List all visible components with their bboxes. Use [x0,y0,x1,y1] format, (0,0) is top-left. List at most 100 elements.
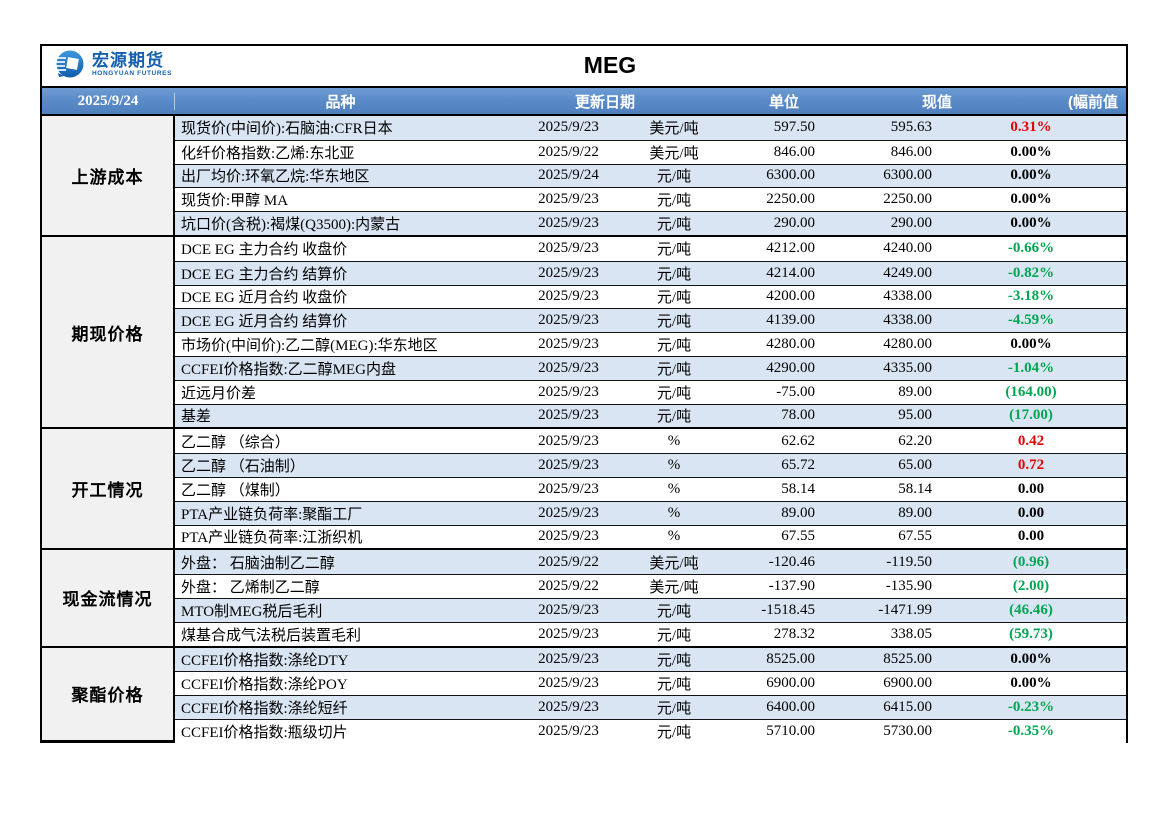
row-current-value: -75.00 [776,383,815,400]
row-current-value: 4280.00 [766,336,815,353]
row-name: 出厂均价:环氧乙烷:华东地区 [181,169,370,186]
table-row: CCFEI价格指数:乙二醇MEG内盘 2025/9/23 元/吨 4290.00 433… [175,355,1126,380]
row-unit: 美元/吨 [649,145,699,162]
row-previous-value: 4335.00 [883,359,932,376]
row-update-date: 2025/9/23 [538,722,599,739]
row-current-value: 89.00 [781,504,815,521]
header-update-date: 更新日期 [574,93,635,111]
row-previous-value: 8525.00 [883,650,932,667]
row-current-value: 62.62 [781,432,815,449]
header-change-prev-value: (幅前值 [1068,93,1118,111]
row-previous-value: 67.55 [898,528,932,545]
row-current-value: 67.55 [781,528,815,545]
brand-logo: 宏源期货 HONGYUAN FUTURES [54,49,172,81]
row-update-date: 2025/9/22 [538,553,599,570]
section-3: 开工情况 乙二醇 （综合） 2025/9/23% 62.62 62.20 0.42 乙二醇 … [42,427,1126,549]
row-name: CCFEI价格指数:涤纶POY [181,677,348,694]
row-unit: % [667,528,681,545]
row-current-value: 4212.00 [766,240,815,257]
row-change-value: -0.66% [1007,240,1055,257]
row-unit: 元/吨 [656,193,692,210]
row-unit: 元/吨 [656,409,692,426]
row-change-value: 0.72 [1017,457,1045,474]
row-current-value: 78.00 [781,407,815,424]
row-previous-value: 62.20 [898,432,932,449]
row-name: PTA产业链负荷率:聚酯工厂 [181,506,363,523]
row-previous-value: -135.90 [885,578,932,595]
row-update-date: 2025/9/23 [538,504,599,521]
row-update-date: 2025/9/23 [538,359,599,376]
row-update-date: 2025/9/23 [538,625,599,642]
row-change-value: -3.18% [1007,288,1055,305]
row-change-value: (46.46) [1009,601,1053,618]
row-unit: 元/吨 [656,290,692,307]
row-name: 坑口价(含税):褐煤(Q3500):内蒙古 [181,217,401,234]
row-current-value: -137.90 [768,578,815,595]
table-row: 市场价(中间价):乙二醇(MEG):华东地区 2025/9/23 元/吨 4280.0… [175,332,1126,356]
row-current-value: 6900.00 [766,675,815,692]
row-unit: 元/吨 [656,266,692,283]
row-unit: 元/吨 [656,652,692,669]
table-row: CCFEI价格指数:涤纶短纤 2025/9/23 元/吨 6400.00 6415.00… [175,695,1126,719]
row-previous-value: 2250.00 [883,191,932,208]
table-row: 坑口价(含税):褐煤(Q3500):内蒙古 2025/9/23 元/吨 290.00 2… [175,211,1126,235]
row-update-date: 2025/9/23 [538,240,599,257]
row-previous-value: -1471.99 [878,601,932,618]
row-name: 近远月价差 [181,385,257,402]
row-change-value: -0.35% [1007,722,1055,739]
row-update-date: 2025/9/23 [538,650,599,667]
header-report-date: 2025/9/24 [42,92,175,110]
row-current-value: 4200.00 [766,288,815,305]
row-previous-value: -119.50 [886,553,932,570]
section-5: 聚酯价格 CCFEI价格指数:涤纶DTY 2025/9/23 元/吨 8525.00 85… [42,645,1126,743]
row-unit: 元/吨 [656,242,692,259]
row-update-date: 2025/9/24 [538,167,599,184]
row-unit: 元/吨 [656,361,692,378]
row-name: 现货价(中间价):石脑油:CFR日本 [181,121,393,138]
section-label: 上游成本 [42,116,175,235]
row-unit: % [667,457,681,474]
table-row: 乙二醇 （煤制） 2025/9/23% 58.14 58.14 0.00 [175,476,1126,501]
row-name: PTA产业链负荷率:江浙织机 [181,530,363,547]
row-previous-value: 95.00 [898,407,932,424]
row-update-date: 2025/9/23 [538,288,599,305]
brand-subtitle: HONGYUAN FUTURES [92,70,173,78]
row-unit: 元/吨 [656,627,692,644]
row-previous-value: 65.00 [898,457,932,474]
table-row: CCFEI价格指数:瓶级切片 2025/9/23 元/吨 5710.00 5730.00… [175,718,1126,743]
section-4: 现金流情况 外盘： 石脑油制乙二醇 2025/9/22 美元/吨 -120.46 -119… [42,548,1126,646]
row-name: MTO制MEG税后毛利 [181,603,323,620]
row-unit: 元/吨 [656,385,692,402]
row-change-value: (0.96) [1012,553,1050,570]
row-unit: 元/吨 [656,217,692,234]
row-name: 基差 [181,409,212,426]
row-previous-value: 4280.00 [883,336,932,353]
table-row: 煤基合成气法税后装置毛利 2025/9/23 元/吨 278.32 338.05 (59.… [175,621,1126,646]
row-previous-value: 290.00 [890,215,932,232]
row-current-value: 846.00 [773,143,815,160]
table-row: CCFEI价格指数:涤纶POY 2025/9/23 元/吨 6900.00 6900.0… [175,671,1126,696]
row-change-value: 0.00 [1017,528,1045,545]
section-label: 现金流情况 [42,550,175,646]
header-unit: 单位 [768,93,799,111]
section-label: 期现价格 [42,236,175,428]
row-previous-value: 89.00 [898,504,932,521]
row-unit: % [667,432,681,449]
row-update-date: 2025/9/23 [538,528,599,545]
row-previous-value: 6900.00 [883,675,932,692]
row-change-value: 0.00 [1017,504,1045,521]
table-row: 外盘： 石脑油制乙二醇 2025/9/22 美元/吨 -120.46 -119.50 (0… [175,550,1126,575]
page-title: MEG [583,52,637,78]
row-name: CCFEI价格指数:涤纶短纤 [181,701,348,718]
section-label: 聚酯价格 [42,647,175,743]
table-row: 乙二醇 （石油制） 2025/9/23% 65.72 65.00 0.72 [175,453,1126,477]
row-update-date: 2025/9/23 [538,119,599,136]
row-current-value: 597.50 [773,119,815,136]
row-unit: 元/吨 [656,677,692,694]
row-previous-value: 6300.00 [883,167,932,184]
table-row: 现货价:甲醇 MA 2025/9/23 元/吨 2250.00 2250.00 0.00% [175,187,1126,212]
row-current-value: 5710.00 [766,722,815,739]
row-name: DCE EG 近月合约 结算价 [181,314,348,331]
row-current-value: 2250.00 [766,191,815,208]
row-previous-value: 595.63 [890,119,932,136]
